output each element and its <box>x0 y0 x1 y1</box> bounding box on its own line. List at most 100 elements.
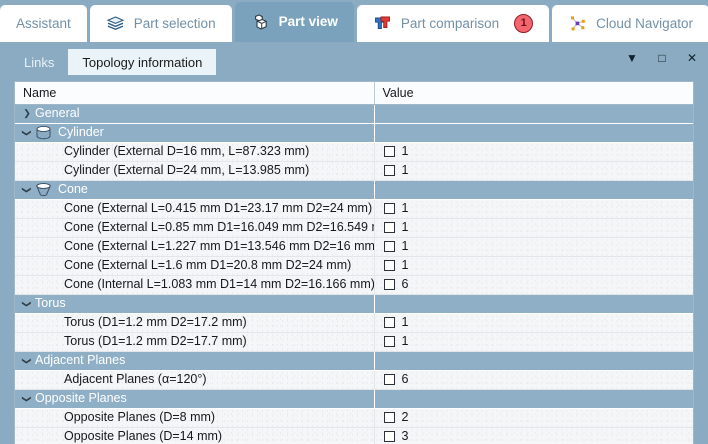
table-row[interactable]: Torus (D1=1.2 mm D2=17.2 mm) 1 <box>15 313 693 333</box>
cell-value: 3 <box>374 427 693 444</box>
column-header-value[interactable]: Value <box>374 82 693 105</box>
chevron-down-icon[interactable]: ❯ <box>22 394 33 403</box>
ribbon-tab-label: Assistant <box>16 15 71 31</box>
row-checkbox[interactable] <box>383 412 395 423</box>
cell-value: 6 <box>374 275 693 295</box>
table-row[interactable]: Opposite Planes (D=14 mm) 3 <box>15 427 693 444</box>
ribbon-tab-part-comparison[interactable]: Part comparison 1 <box>356 5 550 42</box>
row-checkbox[interactable] <box>383 336 395 347</box>
feature-count: 1 <box>401 258 409 273</box>
chevron-right-icon[interactable]: ❯ <box>23 108 31 118</box>
row-checkbox[interactable] <box>383 241 395 252</box>
table-group-row[interactable]: ❯ Cylinder <box>15 123 693 143</box>
ribbon-tab-label: Part view <box>278 14 338 30</box>
cell-name: Torus (D1=1.2 mm D2=17.7 mm) <box>15 332 375 352</box>
feature-label: Cylinder (External D=24 mm, L=13.985 mm) <box>64 163 310 178</box>
cell-name: Cylinder (External D=16 mm, L=87.323 mm) <box>15 142 375 162</box>
table-row[interactable]: Opposite Planes (D=8 mm) 2 <box>15 408 693 428</box>
group-label: Torus <box>35 296 66 311</box>
ribbon-tab-cloud-navigator[interactable]: Cloud Navigator <box>552 5 708 42</box>
ribbon-tab-assistant[interactable]: Assistant <box>0 5 87 42</box>
cylinder-icon <box>35 125 52 140</box>
table-group-row[interactable]: ❯ General <box>15 104 693 124</box>
column-header-name[interactable]: Name <box>15 82 375 105</box>
cell-name: Cylinder (External D=24 mm, L=13.985 mm) <box>15 161 375 181</box>
feature-count: 6 <box>401 372 409 387</box>
row-checkbox[interactable] <box>383 279 395 290</box>
panel-window-controls: ▼ □ ✕ <box>624 50 700 66</box>
table-row[interactable]: Torus (D1=1.2 mm D2=17.7 mm) 1 <box>15 332 693 352</box>
feature-label: Torus (D1=1.2 mm D2=17.2 mm) <box>64 315 247 330</box>
ribbon-tab-bar: Assistant Part selection <box>0 0 708 42</box>
feature-label: Cone (External L=0.85 mm D1=16.049 mm D2… <box>64 220 374 235</box>
cell-name: Opposite Planes (D=8 mm) <box>15 408 375 428</box>
chevron-down-icon[interactable]: ❯ <box>22 128 33 137</box>
feature-label: Opposite Planes (D=14 mm) <box>64 429 223 444</box>
chevron-down-icon[interactable]: ▼ <box>626 51 638 65</box>
point-cloud-icon <box>568 14 587 33</box>
feature-count: 1 <box>401 163 409 178</box>
cell-value <box>374 104 693 124</box>
feature-label: Cone (Internal L=1.083 mm D1=14 mm D2=16… <box>64 277 374 292</box>
row-checkbox[interactable] <box>383 431 395 442</box>
cell-value: 1 <box>374 313 693 333</box>
row-checkbox[interactable] <box>383 374 395 385</box>
table-group-row[interactable]: ❯ Torus <box>15 294 693 314</box>
cell-value: 1 <box>374 199 693 219</box>
row-checkbox[interactable] <box>383 317 395 328</box>
row-checkbox[interactable] <box>383 146 395 157</box>
cell-value <box>374 294 693 314</box>
row-checkbox[interactable] <box>383 260 395 271</box>
cell-value <box>374 389 693 409</box>
feature-label: Cone (External L=0.415 mm D1=23.17 mm D2… <box>64 201 373 216</box>
table-row[interactable]: Cone (External L=0.415 mm D1=23.17 mm D2… <box>15 199 693 219</box>
cell-name: ❯ Cone <box>15 180 375 200</box>
row-checkbox[interactable] <box>383 222 395 233</box>
cell-name: ❯ Adjacent Planes <box>15 351 375 371</box>
row-checkbox[interactable] <box>383 165 395 176</box>
cell-value: 1 <box>374 237 693 257</box>
cell-name: Opposite Planes (D=14 mm) <box>15 427 375 444</box>
row-checkbox[interactable] <box>383 203 395 214</box>
ribbon-tab-part-view[interactable]: Part view <box>234 2 354 42</box>
feature-label: Adjacent Planes (α=120°) <box>64 372 207 387</box>
layers-icon <box>106 14 125 33</box>
feature-count: 6 <box>401 277 409 292</box>
table-group-row[interactable]: ❯ Adjacent Planes <box>15 351 693 371</box>
table-row[interactable]: Cone (External L=0.85 mm D1=16.049 mm D2… <box>15 218 693 238</box>
table-group-row[interactable]: ❯ Cone <box>15 180 693 200</box>
panel-tab-label: Topology information <box>82 54 203 70</box>
notification-badge: 1 <box>514 14 534 33</box>
chevron-down-icon[interactable]: ❯ <box>22 356 33 365</box>
cell-name: ❯ Torus <box>15 294 375 314</box>
panel-tab-bar: Links Topology information <box>10 47 698 75</box>
feature-count: 1 <box>401 315 409 330</box>
cell-value <box>374 351 693 371</box>
panel-tab-topology-information[interactable]: Topology information <box>68 49 217 75</box>
cell-name: Adjacent Planes (α=120°) <box>15 370 375 390</box>
table-row[interactable]: Adjacent Planes (α=120°) 6 <box>15 370 693 390</box>
close-icon[interactable]: ✕ <box>686 51 698 65</box>
cell-value: 2 <box>374 408 693 428</box>
ribbon-tab-part-selection[interactable]: Part selection <box>89 5 232 42</box>
group-label: General <box>35 106 80 121</box>
feature-label: Cone (External L=1.6 mm D1=20.8 mm D2=24… <box>64 258 352 273</box>
table-row[interactable]: Cylinder (External D=16 mm, L=87.323 mm)… <box>15 142 693 162</box>
chevron-down-icon[interactable]: ❯ <box>22 299 33 308</box>
cell-name: Cone (External L=1.227 mm D1=13.546 mm D… <box>15 237 375 257</box>
feature-count: 3 <box>401 429 409 444</box>
feature-label: Torus (D1=1.2 mm D2=17.7 mm) <box>64 334 247 349</box>
cell-name: Cone (External L=0.85 mm D1=16.049 mm D2… <box>15 218 375 238</box>
ribbon-tab-label: Cloud Navigator <box>596 15 693 31</box>
panel-tab-links[interactable]: Links <box>10 50 68 75</box>
table-row[interactable]: Cone (Internal L=1.083 mm D1=14 mm D2=16… <box>15 275 693 295</box>
maximize-icon[interactable]: □ <box>658 51 666 65</box>
feature-count: 1 <box>401 201 409 216</box>
chevron-down-icon[interactable]: ❯ <box>22 185 33 194</box>
table-group-row[interactable]: ❯ Opposite Planes <box>15 389 693 409</box>
table-row[interactable]: Cone (External L=1.227 mm D1=13.546 mm D… <box>15 237 693 257</box>
feature-label: Cone (External L=1.227 mm D1=13.546 mm D… <box>64 239 374 254</box>
topology-table[interactable]: Name Value ❯ General ❯ Cylinder Cylinder (Ex… <box>14 81 694 444</box>
table-row[interactable]: Cylinder (External D=24 mm, L=13.985 mm)… <box>15 161 693 181</box>
table-row[interactable]: Cone (External L=1.6 mm D1=20.8 mm D2=24… <box>15 256 693 276</box>
